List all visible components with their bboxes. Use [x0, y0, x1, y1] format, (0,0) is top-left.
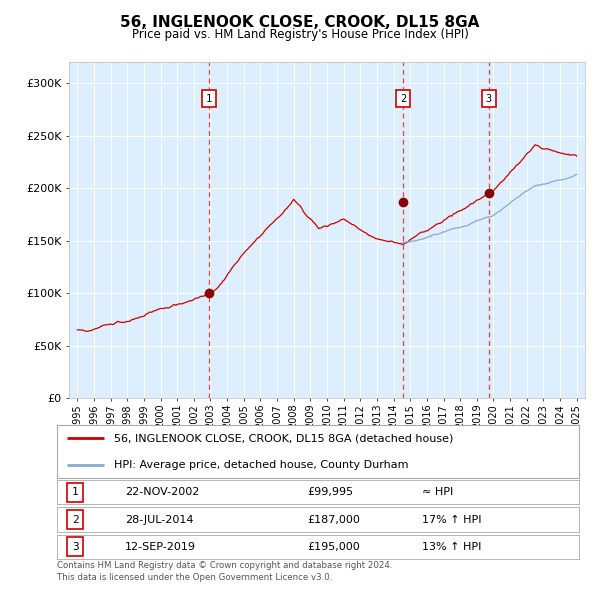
Text: £99,995: £99,995: [308, 487, 353, 497]
Text: 3: 3: [485, 94, 492, 104]
Text: 56, INGLENOOK CLOSE, CROOK, DL15 8GA: 56, INGLENOOK CLOSE, CROOK, DL15 8GA: [121, 15, 479, 30]
Text: 1: 1: [206, 94, 212, 104]
Text: 12-SEP-2019: 12-SEP-2019: [125, 542, 196, 552]
Text: £195,000: £195,000: [308, 542, 361, 552]
Text: 22-NOV-2002: 22-NOV-2002: [125, 487, 199, 497]
Text: This data is licensed under the Open Government Licence v3.0.: This data is licensed under the Open Gov…: [57, 573, 332, 582]
Text: 2: 2: [400, 94, 406, 104]
Text: 56, INGLENOOK CLOSE, CROOK, DL15 8GA (detached house): 56, INGLENOOK CLOSE, CROOK, DL15 8GA (de…: [115, 433, 454, 443]
Text: 17% ↑ HPI: 17% ↑ HPI: [422, 515, 482, 525]
Text: 1: 1: [72, 487, 79, 497]
Text: HPI: Average price, detached house, County Durham: HPI: Average price, detached house, Coun…: [115, 460, 409, 470]
Text: 2: 2: [72, 515, 79, 525]
Text: 28-JUL-2014: 28-JUL-2014: [125, 515, 193, 525]
Text: Price paid vs. HM Land Registry's House Price Index (HPI): Price paid vs. HM Land Registry's House …: [131, 28, 469, 41]
Text: 13% ↑ HPI: 13% ↑ HPI: [422, 542, 482, 552]
Text: 3: 3: [72, 542, 79, 552]
Text: Contains HM Land Registry data © Crown copyright and database right 2024.: Contains HM Land Registry data © Crown c…: [57, 561, 392, 570]
Text: £187,000: £187,000: [308, 515, 361, 525]
Text: ≈ HPI: ≈ HPI: [422, 487, 454, 497]
